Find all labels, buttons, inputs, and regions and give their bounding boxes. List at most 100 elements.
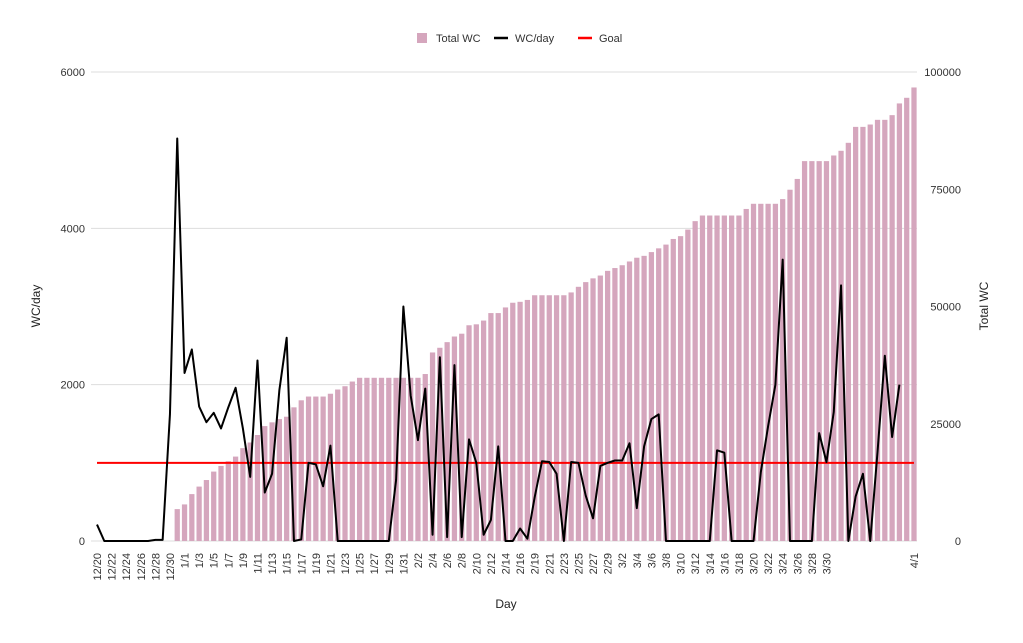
total-wc-bar	[780, 199, 786, 541]
total-wc-bar	[240, 448, 246, 541]
legend-item: Total WC	[417, 33, 481, 45]
left-tick-label: 4000	[61, 223, 85, 235]
total-wc-bar	[896, 103, 903, 541]
total-wc-bar	[816, 161, 822, 542]
total-wc-bar	[809, 161, 815, 542]
legend-swatch	[417, 33, 427, 43]
total-wc-bar	[794, 178, 800, 541]
total-wc-bar	[415, 377, 421, 541]
total-wc-bar	[575, 286, 582, 541]
x-tick-label: 3/24	[778, 553, 790, 574]
x-tick-label: 1/13	[267, 553, 279, 574]
x-tick-label: 3/6	[646, 553, 658, 568]
total-wc-bar	[685, 229, 691, 542]
total-wc-bar	[400, 377, 407, 541]
x-tick-label: 1/17	[296, 553, 308, 574]
total-wc-bar	[473, 324, 479, 541]
x-tick-label: 2/12	[486, 553, 498, 574]
total-wc-bar	[882, 119, 888, 541]
x-tick-label: 1/9	[238, 553, 250, 568]
total-wc-bar	[911, 87, 917, 542]
total-wc-bar	[831, 155, 837, 541]
x-tick-label: 1/11	[252, 553, 264, 574]
total-wc-bar	[254, 435, 261, 541]
x-tick-label: 2/14	[501, 553, 513, 574]
total-wc-bar	[320, 396, 326, 541]
total-wc-bar	[561, 295, 567, 541]
total-wc-bar	[298, 400, 304, 541]
total-wc-bar	[641, 255, 647, 541]
total-wc-bar	[495, 313, 501, 541]
total-wc-bar	[699, 215, 706, 541]
total-wc-bar	[867, 124, 873, 541]
total-wc-bar	[583, 282, 589, 541]
x-tick-label: 3/18	[734, 553, 746, 574]
x-tick-label: 2/2	[413, 553, 425, 568]
x-axis-ticks: 12/20 12/22 12/24 12/26 12/28 12/30 1/1 1/3 1/5 1…	[92, 553, 921, 581]
total-wc-bar	[386, 377, 392, 541]
total-wc-bar	[232, 456, 239, 541]
x-tick-label: 2/21	[544, 553, 556, 574]
total-wc-bar	[568, 292, 574, 541]
x-tick-label: 2/19	[530, 553, 542, 574]
x-tick-label: 3/22	[763, 553, 775, 574]
total-wc-bar	[860, 126, 866, 542]
total-wc-bar	[437, 347, 443, 541]
total-wc-bar	[758, 203, 764, 541]
total-wc-bar	[284, 416, 290, 541]
x-tick-label: 2/25	[573, 553, 585, 574]
total-wc-bar	[517, 301, 523, 541]
x-tick-label: 4/1	[909, 553, 921, 568]
total-wc-bar	[203, 480, 210, 541]
total-wc-bar	[291, 407, 297, 541]
x-tick-label: 12/20	[92, 553, 104, 581]
total-wc-bar	[196, 486, 202, 541]
legend: Total WC WC/day Goal	[417, 33, 622, 45]
legend-label: Goal	[599, 33, 622, 45]
x-tick-label: 2/23	[559, 553, 571, 574]
total-wc-bar	[648, 252, 655, 541]
total-wc-bar	[510, 302, 516, 541]
left-axis-ticks: 0 2000 4000 6000	[61, 67, 85, 548]
x-tick-label: 3/20	[749, 553, 761, 574]
total-wc-bar	[451, 336, 458, 541]
total-wc-bar	[823, 161, 830, 542]
total-wc-bar	[670, 238, 676, 542]
x-tick-label: 3/26	[792, 553, 804, 574]
x-tick-label: 1/5	[209, 553, 221, 568]
total-wc-bar	[853, 126, 859, 542]
total-wc-bar	[619, 265, 625, 541]
x-tick-label: 2/10	[471, 553, 483, 574]
right-axis-ticks: 0 25000 50000 75000 100000	[924, 67, 961, 548]
total-wc-bar	[904, 97, 910, 542]
x-tick-label: 1/23	[340, 553, 352, 574]
x-tick-label: 1/27	[369, 553, 381, 574]
legend-label: Total WC	[436, 33, 481, 45]
total-wc-bar	[612, 268, 618, 541]
total-wc-bar	[845, 142, 851, 541]
total-wc-bar	[626, 261, 633, 541]
right-tick-label: 0	[955, 536, 961, 548]
x-tick-label: 3/28	[807, 553, 819, 574]
x-tick-label: 1/29	[384, 553, 396, 574]
total-wc-bar	[444, 342, 450, 541]
right-axis-title: Total WC	[977, 281, 991, 330]
total-wc-bar	[422, 374, 428, 541]
right-tick-label: 50000	[930, 302, 961, 314]
total-wc-bar	[634, 257, 640, 541]
x-tick-label: 3/10	[676, 553, 688, 574]
total-wc-bar	[466, 325, 472, 541]
x-tick-label: 2/6	[442, 553, 454, 568]
x-tick-label: 1/1	[180, 553, 192, 568]
wc-day-line	[96, 137, 901, 542]
total-wc-bar	[663, 244, 669, 542]
total-wc-bar	[459, 333, 465, 541]
total-wc-bar	[707, 215, 713, 541]
x-tick-label: 1/15	[282, 553, 294, 574]
right-tick-label: 25000	[930, 419, 961, 431]
total-wc-bar	[838, 150, 844, 542]
x-tick-label: 1/21	[325, 553, 337, 574]
total-wc-bar	[189, 494, 195, 541]
total-wc-bar	[604, 270, 611, 541]
